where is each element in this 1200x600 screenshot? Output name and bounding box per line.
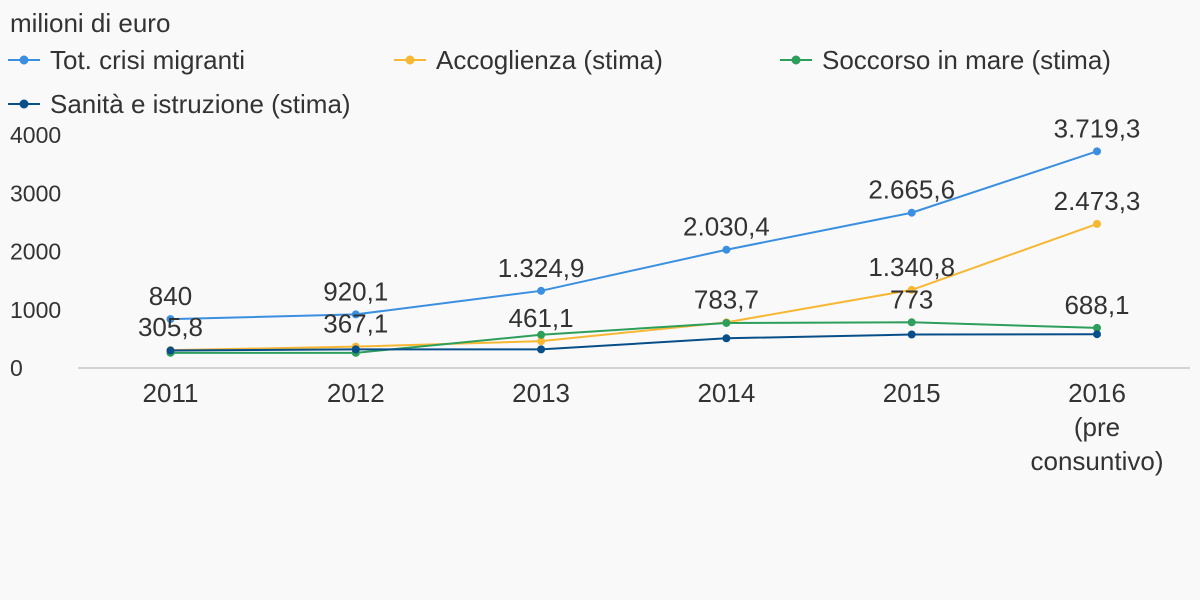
series-line: [170, 321, 1098, 354]
x-tick-label: 2015: [883, 378, 941, 408]
data-label: 1.340,8: [868, 252, 955, 282]
y-tick-label: 4000: [10, 122, 61, 148]
data-point[interactable]: [907, 208, 916, 217]
data-point[interactable]: [1093, 330, 1101, 339]
legend-label: Accoglienza (stima): [436, 44, 663, 75]
x-tick-label: 2011: [143, 378, 199, 408]
series-lines: [170, 150, 1098, 354]
legend-swatch-icon: [780, 55, 812, 65]
data-label: 2.030,4: [683, 212, 770, 242]
data-point[interactable]: [537, 337, 546, 346]
series-line: [170, 150, 1098, 321]
data-point[interactable]: [537, 345, 546, 354]
x-tick-label: 2014: [697, 378, 755, 408]
data-label: 367,1: [323, 309, 388, 339]
x-tick-label: 2013: [512, 378, 570, 408]
legend-swatch-icon: [8, 99, 40, 109]
data-label: 1.324,9: [498, 253, 585, 283]
legend-swatch-icon: [8, 55, 40, 65]
x-tick-label: consuntivo): [1031, 446, 1164, 476]
legend-item-sanita-istruzione[interactable]: Sanità e istruzione (stima): [8, 82, 394, 126]
data-point[interactable]: [722, 318, 731, 327]
legend: Tot. crisi migranti Accoglienza (stima) …: [8, 38, 1188, 126]
x-tick-label: 2012: [327, 378, 385, 408]
unit-label: milioni di euro: [10, 8, 171, 38]
data-label: 461,1: [509, 303, 574, 333]
data-point[interactable]: [1093, 147, 1101, 156]
data-point[interactable]: [722, 334, 731, 343]
legend-item-soccorso-in-mare[interactable]: Soccorso in mare (stima): [780, 38, 1166, 82]
data-label: 688,1: [1064, 290, 1129, 320]
x-axis: 2011 2012 2013 2014 2015 2016 (pre consuntivo): [78, 367, 1190, 476]
legend-label: Sanità e istruzione (stima): [50, 88, 351, 119]
legend-item-tot-crisi-migranti[interactable]: Tot. crisi migranti: [8, 38, 394, 82]
data-label: 305,8: [138, 312, 203, 342]
data-point[interactable]: [907, 285, 916, 294]
data-label: 2.665,6: [868, 175, 955, 205]
y-axis: 0 1000 2000 3000 4000: [10, 122, 61, 381]
data-point[interactable]: [351, 345, 360, 354]
data-point[interactable]: [907, 330, 916, 339]
legend-swatch-icon: [394, 55, 426, 65]
data-point[interactable]: [722, 245, 731, 254]
data-label: 920,1: [323, 276, 388, 306]
y-tick-label: 0: [10, 355, 23, 381]
data-label: 783,7: [694, 284, 759, 314]
y-tick-label: 3000: [10, 180, 61, 206]
legend-item-accoglienza[interactable]: Accoglienza (stima): [394, 38, 780, 82]
x-tick-label: (pre: [1074, 412, 1120, 442]
series-line: [170, 333, 1098, 352]
series-line: [170, 222, 1098, 352]
legend-label: Tot. crisi migranti: [50, 44, 246, 75]
data-point[interactable]: [166, 346, 175, 355]
data-point[interactable]: [537, 330, 546, 339]
legend-label: Soccorso in mare (stima): [822, 44, 1111, 75]
data-label: 840: [149, 281, 192, 311]
data-point[interactable]: [166, 315, 175, 324]
series-points: [166, 147, 1101, 357]
x-tick-label: 2016: [1068, 378, 1126, 408]
data-labels: 840 920,1 1.324,9 2.030,4 2.665,6 3.719,3 305,…: [138, 113, 1140, 342]
data-point[interactable]: [1093, 219, 1101, 228]
data-label: 773: [890, 284, 933, 314]
data-point[interactable]: [1093, 323, 1101, 332]
data-point[interactable]: [907, 318, 916, 327]
data-point[interactable]: [537, 286, 546, 295]
data-point[interactable]: [351, 310, 360, 319]
data-label: 2.473,3: [1054, 186, 1141, 216]
y-tick-label: 1000: [10, 297, 61, 323]
data-label: 3.719,3: [1054, 113, 1141, 143]
y-tick-label: 2000: [10, 239, 61, 265]
